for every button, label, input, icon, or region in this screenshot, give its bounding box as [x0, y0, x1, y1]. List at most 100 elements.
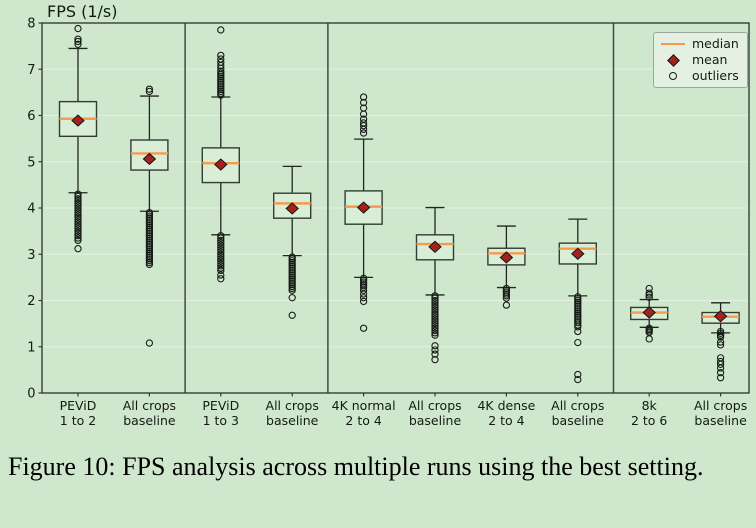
- outlier-point-pevid-1-to-3: [217, 250, 225, 258]
- outlier-point-pevid-1-to-2: [74, 245, 82, 253]
- outlier-point-pevid-1-to-2: [74, 218, 82, 226]
- outlier-point-all-crops-baseline: [431, 331, 439, 339]
- x-label-all-crops-baseline: All crops: [266, 398, 319, 413]
- y-tick-label-2: 2: [27, 294, 35, 309]
- outlier-point-8k-2-to-6: [645, 335, 653, 343]
- legend-label-mean: mean: [692, 51, 728, 67]
- outlier-point-all-crops-baseline: [716, 374, 725, 382]
- legend-label-median: median: [692, 35, 739, 51]
- outlier-point-pevid-1-to-2: [74, 192, 82, 201]
- outlier-point-pevid-1-to-2: [74, 234, 82, 242]
- median-line-icon: [660, 43, 686, 45]
- outlier-point-all-crops-baseline: [716, 364, 725, 372]
- mean-marker-all-crops-baseline: [142, 152, 157, 166]
- mean-marker-pevid-1-to-3: [214, 158, 228, 171]
- outlier-point-all-crops-baseline: [431, 342, 439, 350]
- outlier-point-all-crops-baseline: [431, 310, 439, 319]
- outlier-point-all-crops-baseline: [574, 327, 582, 336]
- outlier-point-all-crops-baseline: [574, 375, 582, 384]
- outlier-point-8k-2-to-6: [645, 293, 653, 301]
- outlier-point-4k-normal-2-to-4: [359, 110, 368, 118]
- outlier-point-all-crops-baseline: [431, 313, 439, 321]
- legend-item-outliers: outliers: [660, 69, 747, 83]
- outlier-point-all-crops-baseline: [431, 329, 439, 337]
- plot-border: [41, 22, 750, 394]
- outlier-point-pevid-1-to-2: [74, 229, 82, 238]
- outlier-point-pevid-1-to-3: [217, 271, 225, 279]
- outlier-point-pevid-1-to-3: [217, 243, 225, 251]
- outlier-point-pevid-1-to-3: [217, 255, 225, 263]
- outlier-point-pevid-1-to-3: [217, 234, 225, 242]
- outlier-point-4k-normal-2-to-4: [359, 324, 368, 332]
- outlier-circle-icon: [660, 72, 686, 80]
- outlier-point-pevid-1-to-2: [74, 202, 82, 210]
- outlier-point-all-crops-baseline: [288, 286, 296, 294]
- y-tick-label-4: 4: [27, 202, 35, 217]
- legend-item-median: median: [660, 35, 747, 51]
- outlier-point-all-crops-baseline: [716, 333, 725, 341]
- outlier-point-all-crops-baseline: [145, 85, 154, 93]
- outlier-point-pevid-1-to-3: [217, 51, 225, 60]
- outlier-point-4k-dense-2-to-4: [502, 292, 511, 300]
- outlier-point-pevid-1-to-3: [217, 236, 225, 245]
- outlier-point-pevid-1-to-3: [217, 245, 225, 254]
- legend-item-mean: mean: [660, 51, 747, 67]
- y-tick-label-1: 1: [27, 340, 35, 355]
- mean-marker-all-crops-baseline: [428, 240, 442, 254]
- outlier-point-all-crops-baseline: [431, 303, 439, 312]
- outlier-point-all-crops-baseline: [431, 324, 439, 332]
- y-tick-label-3: 3: [27, 248, 35, 263]
- outlier-point-8k-2-to-6: [645, 291, 653, 299]
- outlier-point-pevid-1-to-3: [217, 266, 225, 275]
- outlier-point-all-crops-baseline: [288, 311, 296, 319]
- outlier-point-4k-normal-2-to-4: [359, 129, 368, 137]
- outlier-point-pevid-1-to-2: [74, 24, 82, 33]
- x-label-all-crops-baseline: All crops: [408, 398, 461, 413]
- outlier-point-4k-normal-2-to-4: [359, 294, 368, 302]
- outlier-point-4k-normal-2-to-4: [359, 93, 368, 101]
- outlier-point-all-crops-baseline: [431, 296, 439, 305]
- x-label-all-crops-baseline: All crops: [551, 398, 604, 413]
- y-tick-label-7: 7: [27, 63, 35, 78]
- outlier-point-all-crops-baseline: [431, 346, 439, 354]
- x-label-8k-2-to-6: 8k: [642, 398, 658, 413]
- outlier-point-pevid-1-to-2: [74, 227, 82, 235]
- outlier-point-pevid-1-to-3: [217, 232, 225, 240]
- x-label-8k-2-to-6: 2 to 6: [631, 413, 667, 428]
- outlier-point-4k-normal-2-to-4: [359, 122, 368, 130]
- x-label-4k-dense-2-to-4: 4K dense: [477, 398, 535, 413]
- mean-diamond-icon: [660, 53, 686, 67]
- outlier-point-pevid-1-to-3: [217, 275, 225, 283]
- x-label-4k-dense-2-to-4: 2 to 4: [488, 413, 524, 428]
- y-tick-label-5: 5: [27, 155, 35, 170]
- outlier-point-4k-normal-2-to-4: [359, 125, 368, 134]
- outlier-point-all-crops-baseline: [431, 350, 439, 358]
- chart-title: FPS (1/s): [47, 2, 117, 21]
- outlier-point-pevid-1-to-2: [74, 195, 82, 203]
- y-tick-label-8: 8: [27, 17, 35, 32]
- outlier-point-all-crops-baseline: [431, 315, 439, 323]
- outlier-point-pevid-1-to-3: [217, 241, 225, 249]
- outlier-point-4k-normal-2-to-4: [359, 297, 368, 306]
- outlier-point-4k-normal-2-to-4: [359, 98, 368, 107]
- outlier-point-all-crops-baseline: [574, 323, 582, 331]
- outlier-point-all-crops-baseline: [431, 292, 439, 300]
- outlier-point-all-crops-baseline: [145, 260, 154, 269]
- outlier-point-pevid-1-to-3: [217, 61, 225, 70]
- x-label-all-crops-baseline: baseline: [266, 413, 319, 428]
- legend: median mean outliers: [653, 32, 748, 88]
- outlier-point-pevid-1-to-3: [217, 257, 225, 265]
- outlier-point-pevid-1-to-2: [74, 213, 82, 221]
- outlier-point-all-crops-baseline: [431, 319, 439, 328]
- outlier-point-pevid-1-to-3: [217, 239, 225, 247]
- outlier-point-4k-normal-2-to-4: [359, 286, 368, 294]
- outlier-point-pevid-1-to-3: [217, 252, 225, 261]
- mean-marker-pevid-1-to-2: [71, 114, 85, 127]
- outlier-point-pevid-1-to-2: [74, 190, 82, 198]
- outlier-point-all-crops-baseline: [716, 338, 725, 346]
- x-label-pevid-1-to-2: 1 to 2: [60, 413, 96, 428]
- outlier-point-pevid-1-to-2: [74, 208, 82, 217]
- y-tick-label-6: 6: [27, 109, 35, 124]
